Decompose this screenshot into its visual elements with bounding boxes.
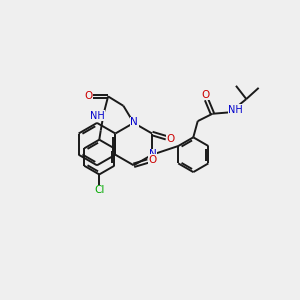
Text: O: O bbox=[167, 134, 175, 144]
Text: N: N bbox=[149, 149, 157, 159]
Text: O: O bbox=[201, 90, 209, 100]
Text: Cl: Cl bbox=[94, 185, 104, 195]
Text: O: O bbox=[84, 92, 92, 101]
Text: N: N bbox=[130, 117, 138, 127]
Text: O: O bbox=[148, 154, 156, 165]
Text: NH: NH bbox=[228, 105, 243, 115]
Text: NH: NH bbox=[90, 111, 105, 121]
